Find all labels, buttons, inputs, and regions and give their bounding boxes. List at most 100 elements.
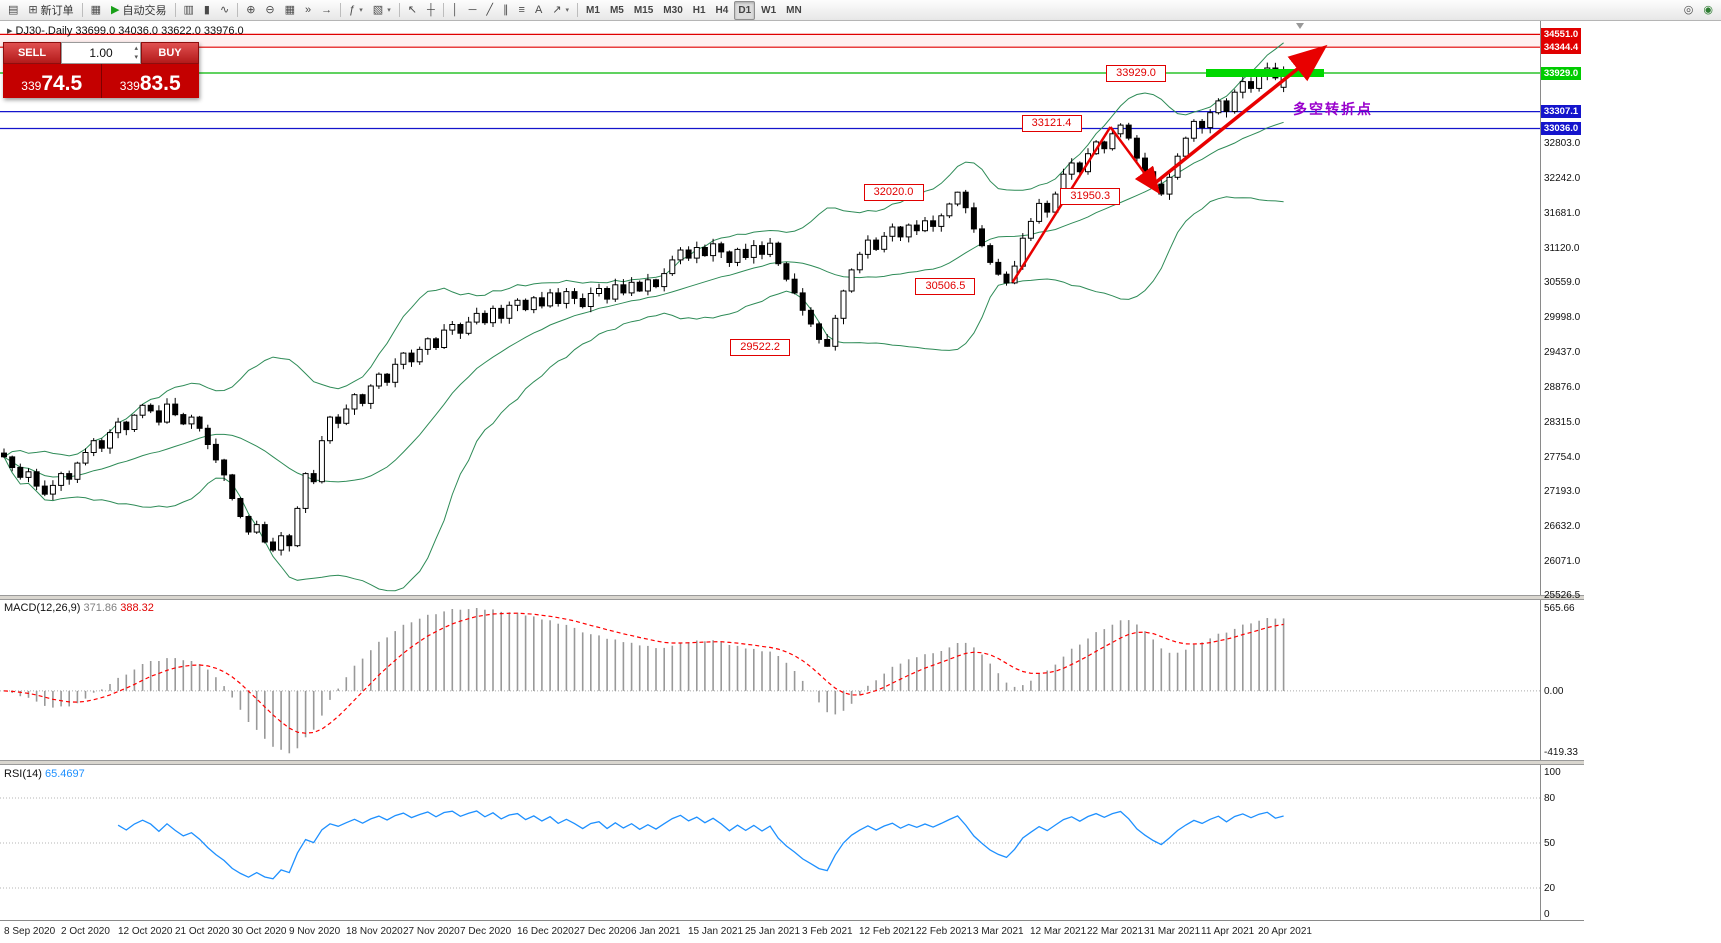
zoom-in-button[interactable]: ⊕ — [242, 1, 259, 20]
crosshair-icon: ┼ — [426, 3, 435, 16]
new-order-button-label: 新订单 — [40, 5, 74, 17]
time-axis-label: 3 Mar 2021 — [973, 926, 1024, 937]
symbol-ohlc-text: DJ30-.Daily 33699.0 34036.0 33622.0 3397… — [15, 25, 244, 37]
profiles-button[interactable]: ▦ — [87, 1, 105, 20]
vertical-line-icon: │ — [451, 3, 459, 16]
toolbar-separator — [237, 3, 239, 17]
time-axis-label: 22 Feb 2021 — [916, 926, 973, 937]
time-axis-label: 6 Jan 2021 — [631, 926, 681, 937]
new-order-icon: ⊞ — [28, 3, 38, 16]
rsi-panel-divider[interactable] — [0, 760, 1584, 765]
timeframe-w1[interactable]: W1 — [757, 1, 780, 20]
timeframe-m1-label: M1 — [586, 4, 600, 16]
indicators-icon: ƒ — [349, 3, 356, 16]
price-axis-label: 31681.0 — [1544, 207, 1581, 219]
timeframe-m5[interactable]: M5 — [606, 1, 628, 20]
timeframe-m30[interactable]: M30 — [659, 1, 686, 20]
toolbar-separator — [340, 3, 342, 17]
time-axis-label: 18 Nov 2020 — [346, 926, 403, 937]
channel-icon: ∥ — [503, 3, 509, 16]
community-icon: ◉ — [1703, 3, 1713, 16]
macd-panel-divider[interactable] — [0, 595, 1584, 600]
indicators-button[interactable]: ƒ ▾ — [345, 1, 367, 20]
fibonacci-button[interactable]: ≡ — [515, 1, 529, 20]
time-axis-label: 16 Dec 2020 — [517, 926, 574, 937]
rsi-axis-label: 100 — [1544, 767, 1561, 778]
zoom-out-button[interactable]: ⊖ — [261, 1, 278, 20]
price-prefix: 339 — [119, 79, 140, 93]
one-click-trading-panel: SELL 1.00 ▴ ▾ BUY 339 74.5 339 83.5 — [3, 42, 199, 98]
arrows-button[interactable]: ↗ ▾ — [548, 1, 573, 20]
price-annotation: 33929.0 — [1106, 65, 1166, 82]
time-axis-label: 7 Dec 2020 — [460, 926, 512, 937]
new-order-button[interactable]: ⊞ 新订单 — [24, 1, 77, 20]
rsi-axis-label: 80 — [1544, 793, 1556, 804]
timeframe-mn[interactable]: MN — [782, 1, 806, 20]
timeframe-m15[interactable]: M15 — [630, 1, 657, 20]
toolbar-separator — [577, 3, 579, 17]
time-axis[interactable]: 8 Sep 2020 2 Oct 2020 12 Oct 2020 21 Oct 20… — [0, 920, 1584, 943]
price-axis-tag: 33929.0 — [1541, 66, 1581, 80]
community-button[interactable]: ◉ — [1699, 1, 1717, 20]
sell-button[interactable]: SELL — [3, 42, 61, 64]
timeframe-m1[interactable]: M1 — [582, 1, 604, 20]
timeframe-h4-label: H4 — [715, 4, 729, 16]
timeframe-m15-label: M15 — [633, 4, 654, 16]
price-axis-label: 31120.0 — [1544, 242, 1580, 254]
chart-shift-button[interactable]: → — [317, 1, 336, 20]
crosshair-button[interactable]: ┼ — [423, 1, 439, 20]
new-chart-button[interactable]: ▤ — [4, 1, 22, 20]
volume-field[interactable]: 1.00 ▴ ▾ — [61, 42, 141, 64]
volume-decrease-button[interactable]: ▾ — [134, 54, 138, 61]
price-big-digits: 83.5 — [139, 72, 181, 95]
horizontal-line-button[interactable]: ─ — [465, 1, 481, 20]
macd-indicator-label: MACD(12,26,9) 371.86 388.32 — [4, 602, 154, 614]
auto-trading-button[interactable]: ▶ 自动交易 — [107, 1, 170, 20]
price-axis[interactable]: 32803.0 32242.0 31681.0 31120.0 30559.0 29998… — [1540, 21, 1600, 920]
volume-value: 1.00 — [89, 46, 113, 60]
time-axis-label: 27 Nov 2020 — [403, 926, 460, 937]
vertical-line-button[interactable]: │ — [448, 1, 463, 20]
tile-windows-button[interactable]: ▦ — [281, 1, 299, 20]
channel-button[interactable]: ∥ — [499, 1, 513, 20]
price-axis-label: 29437.0 — [1544, 347, 1581, 359]
trendline-button[interactable]: ╱ — [482, 1, 497, 20]
bar-chart-button[interactable]: ▥ — [180, 1, 198, 20]
price-axis-label: 26071.0 — [1544, 556, 1581, 568]
toolbar-separator — [174, 3, 176, 17]
time-axis-label: 21 Oct 2020 — [175, 926, 230, 937]
one-click-expander-icon[interactable]: ▸ — [7, 25, 13, 37]
auto-trading-button-label: 自动交易 — [122, 5, 167, 17]
templates-button[interactable]: ▧ ▾ — [369, 1, 395, 20]
timeframe-h1[interactable]: H1 — [689, 1, 710, 20]
cursor-button[interactable]: ↖ — [404, 1, 421, 20]
timeframe-m5-label: M5 — [609, 4, 624, 16]
chart-shift-icon: → — [321, 3, 333, 16]
auto-scroll-button[interactable]: » — [301, 1, 315, 20]
timeframe-d1[interactable]: D1 — [734, 0, 756, 20]
volume-increase-button[interactable]: ▴ — [134, 45, 138, 52]
text-button[interactable]: A — [531, 1, 546, 20]
time-axis-label: 27 Dec 2020 — [574, 926, 631, 937]
price-axis-tag: 34344.4 — [1541, 40, 1581, 54]
candlestick-chart-button[interactable]: ▮ — [200, 1, 214, 20]
time-axis-label: 20 Apr 2021 — [1258, 926, 1312, 937]
time-axis-label: 12 Mar 2021 — [1030, 926, 1087, 937]
buy-button[interactable]: BUY — [141, 42, 199, 64]
price-axis-tag: 34551.0 — [1541, 27, 1581, 41]
candlestick-chart-icon: ▮ — [203, 3, 210, 16]
timeframe-mn-label: MN — [786, 4, 802, 16]
chevron-down-icon: ▾ — [565, 7, 570, 14]
line-chart-button[interactable]: ∿ — [216, 1, 233, 20]
timeframe-h4[interactable]: H4 — [712, 1, 733, 20]
macd-axis-min: -419.33 — [1544, 747, 1578, 758]
search-button[interactable]: ◎ — [1680, 1, 1698, 20]
price-big-digits: 74.5 — [41, 72, 83, 95]
price-axis-label: 32242.0 — [1544, 172, 1581, 184]
price-axis-tag: 33307.1 — [1541, 105, 1581, 119]
horizontal-line-icon: ─ — [468, 3, 477, 16]
toolbar-separator — [442, 3, 444, 17]
price-axis-label: 25526.5 — [1544, 590, 1581, 601]
macd-main-value: 371.86 — [83, 602, 118, 614]
